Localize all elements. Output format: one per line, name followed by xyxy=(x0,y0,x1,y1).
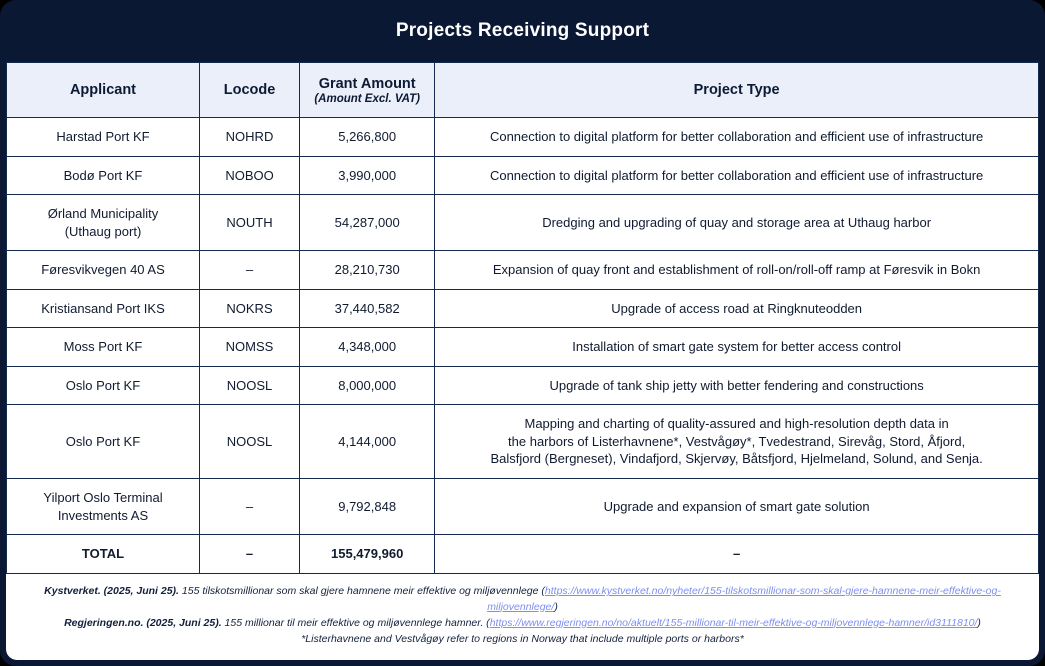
cell-applicant: Bodø Port KF xyxy=(6,155,200,196)
citation-source: Kystverket. (2025, Juni 25). xyxy=(44,585,179,598)
table-row: Harstad Port KF NOHRD 5,266,800 Connection … xyxy=(6,117,1039,157)
cell-project-type: Upgrade and expansion of smart gate solu… xyxy=(434,478,1039,536)
cell-locode: NOOSL xyxy=(198,365,301,406)
cell-applicant: Oslo Port KF xyxy=(6,404,200,480)
table-row: Ørland Municipality (Uthaug port) NOUTH 54… xyxy=(6,194,1039,252)
table-body: Harstad Port KF NOHRD 5,266,800 Connection … xyxy=(6,117,1039,574)
cell-locode: – xyxy=(198,478,301,536)
table-row: Yilport Oslo Terminal Investments AS –9,7… xyxy=(6,478,1039,536)
cell-applicant: Harstad Port KF xyxy=(6,117,200,157)
col-grant-amount: Grant Amount (Amount Excl. VAT) xyxy=(299,62,436,118)
cell-grant-amount: 9,792,848 xyxy=(299,478,436,536)
cell-locode: NOUTH xyxy=(198,194,301,252)
col-grant-amount-sublabel: (Amount Excl. VAT) xyxy=(314,92,420,105)
projects-table: Applicant Locode Grant Amount (Amount Ex… xyxy=(6,62,1039,574)
cell-locode: NOBOO xyxy=(198,155,301,196)
cell-grant-amount: 155,479,960 xyxy=(299,534,436,574)
cell-project-type: Upgrade of access road at Ringknuteodden xyxy=(434,288,1039,329)
cell-applicant: Ørland Municipality (Uthaug port) xyxy=(6,194,200,252)
table-row: Oslo Port KF NOOSL 4,144,000 Mapping and ch… xyxy=(6,404,1039,480)
table-row: Oslo Port KF NOOSL 8,000,000 Upgrade of tan… xyxy=(6,365,1039,406)
header-row: Applicant Locode Grant Amount (Amount Ex… xyxy=(6,62,1039,118)
citation-suffix: ) xyxy=(554,600,558,613)
total-row: TOTAL –155,479,960– xyxy=(6,534,1039,574)
cell-applicant: TOTAL xyxy=(6,534,200,574)
cell-applicant: Moss Port KF xyxy=(6,327,200,367)
col-project-type: Project Type xyxy=(434,62,1039,118)
cell-locode: NOHRD xyxy=(198,117,301,157)
cell-grant-amount: 54,287,000 xyxy=(299,194,436,252)
page-title: Projects Receiving Support xyxy=(395,20,650,41)
citation-link[interactable]: https://www.regjeringen.no/no/aktuelt/15… xyxy=(489,616,978,629)
citation-line-2: Regjeringen.no. (2025, Juni 25). 155 mil… xyxy=(64,616,981,631)
cell-project-type: Expansion of quay front and establishmen… xyxy=(434,250,1039,290)
citation-text: 155 tilskotsmillionar som skal gjere ham… xyxy=(181,585,545,598)
citation-text: 155 millionar til meir effektive og milj… xyxy=(224,616,490,629)
cell-applicant: Kristiansand Port IKS xyxy=(6,288,200,329)
col-locode: Locode xyxy=(198,62,301,118)
cell-grant-amount: 28,210,730 xyxy=(299,250,436,290)
cell-grant-amount: 5,266,800 xyxy=(299,117,436,157)
table-row: Moss Port KF NOMSS 4,348,000 Installation o… xyxy=(6,327,1039,367)
col-applicant: Applicant xyxy=(6,62,200,118)
cell-applicant: Oslo Port KF xyxy=(6,365,200,406)
citation-link[interactable]: https://www.kystverket.no/nyheter/155-ti… xyxy=(487,585,1001,613)
footnote-line: *Listerhavnene and Vestvågøy refer to re… xyxy=(301,633,744,646)
cell-locode: NOMSS xyxy=(198,327,301,367)
table-row: Føresvikvegen 40 AS –28,210,730 Expansion … xyxy=(6,250,1039,290)
cell-grant-amount: 3,990,000 xyxy=(299,155,436,196)
cell-locode: NOOSL xyxy=(198,404,301,480)
cell-project-type: Connection to digital platform for bette… xyxy=(434,117,1039,157)
table-row: Bodø Port KF NOBOO 3,990,000 Connection to … xyxy=(6,155,1039,196)
footer-citations: Kystverket. (2025, Juni 25). 155 tilskot… xyxy=(6,574,1039,660)
cell-project-type: Upgrade of tank ship jetty with better f… xyxy=(434,365,1039,406)
title-bar: Projects Receiving Support xyxy=(0,0,1045,62)
cell-project-type: Connection to digital platform for bette… xyxy=(434,155,1039,196)
cell-project-type: Mapping and charting of quality-assured … xyxy=(434,404,1039,480)
cell-project-type: Installation of smart gate system for be… xyxy=(434,327,1039,367)
cell-project-type: – xyxy=(434,534,1039,574)
citation-line-1: Kystverket. (2025, Juni 25). 155 tilskot… xyxy=(16,584,1029,614)
cell-grant-amount: 8,000,000 xyxy=(299,365,436,406)
cell-applicant: Yilport Oslo Terminal Investments AS xyxy=(6,478,200,536)
table-row: Kristiansand Port IKS NOKRS 37,440,582 Upgr… xyxy=(6,288,1039,329)
table-header: Applicant Locode Grant Amount (Amount Ex… xyxy=(6,62,1039,118)
cell-locode: – xyxy=(198,534,301,574)
cell-project-type: Dredging and upgrading of quay and stora… xyxy=(434,194,1039,252)
cell-grant-amount: 4,348,000 xyxy=(299,327,436,367)
cell-applicant: Føresvikvegen 40 AS xyxy=(6,250,200,290)
cell-grant-amount: 37,440,582 xyxy=(299,288,436,329)
citation-source: Regjeringen.no. (2025, Juni 25). xyxy=(64,616,222,629)
cell-grant-amount: 4,144,000 xyxy=(299,404,436,480)
citation-suffix: ) xyxy=(977,616,981,629)
table-panel: Applicant Locode Grant Amount (Amount Ex… xyxy=(6,62,1039,660)
col-grant-amount-label: Grant Amount xyxy=(318,75,416,92)
cell-locode: NOKRS xyxy=(198,288,301,329)
cell-locode: – xyxy=(198,250,301,290)
